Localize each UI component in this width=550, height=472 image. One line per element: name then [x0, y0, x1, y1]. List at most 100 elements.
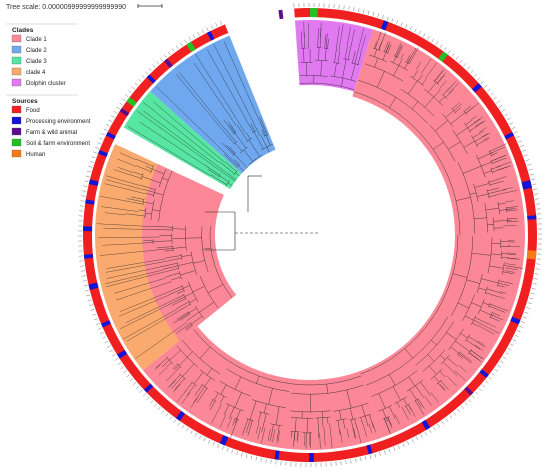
branch-radial [243, 149, 253, 162]
branch-radial [129, 174, 142, 179]
branch-radial [490, 146, 506, 154]
branch-radial [234, 159, 240, 165]
branch-radial [396, 402, 401, 408]
branch-radial [154, 192, 164, 196]
branch-radial [469, 352, 480, 361]
leaf-tick [516, 135, 520, 138]
branch-radial [176, 322, 191, 334]
branch-radial [105, 260, 172, 273]
legend-label-clade-2: Clade 2 [26, 48, 47, 54]
branch-arc [430, 368, 443, 380]
source-cell-processing-environment-11 [366, 444, 373, 455]
branch-radial [272, 429, 275, 443]
leaf-tick [169, 416, 173, 420]
source-annotation-ring [83, 7, 538, 463]
branch-arc [239, 146, 249, 154]
branch-arc [194, 305, 205, 319]
leaf-tick [122, 98, 126, 102]
branch-radial [255, 422, 260, 434]
leaf-tick [510, 343, 514, 346]
leaf-tick [379, 452, 381, 457]
branch-arc [248, 154, 263, 165]
leaf-tick [535, 268, 540, 270]
branch-radial [158, 367, 168, 376]
branch-radial [227, 416, 233, 428]
branch-radial [155, 357, 168, 369]
branch-radial [473, 319, 486, 327]
branch-radial [473, 116, 483, 124]
leaf-tick [157, 406, 161, 411]
leaf-tick [470, 70, 474, 74]
leaf-tick [498, 105, 503, 108]
clade-sector-clade-1-main [142, 29, 525, 450]
branch-radial [180, 270, 196, 276]
leaf-tick [522, 316, 527, 319]
leaf-tick [165, 413, 169, 417]
branch-arc [457, 351, 461, 356]
branch-arc [441, 93, 448, 100]
branch-radial [152, 209, 160, 212]
branch-radial [373, 49, 378, 57]
branch-radial [204, 377, 211, 387]
branch-radial [459, 352, 473, 362]
leaf-tick [199, 435, 202, 439]
leaf-tick [455, 56, 459, 60]
source-cell-processing-environment-7 [510, 316, 521, 325]
branch-radial [442, 361, 458, 376]
branch-radial [293, 431, 295, 447]
source-cell-processing-environment-5 [527, 215, 537, 220]
branch-radial [393, 65, 400, 76]
branch-radial [469, 120, 486, 132]
branch-radial [481, 133, 489, 138]
branch-radial [261, 413, 267, 433]
branch-radial [474, 317, 488, 324]
leaf-tick [103, 128, 108, 131]
branch-radial [334, 46, 338, 63]
branch-radial [143, 189, 155, 193]
branch-radial [336, 26, 340, 47]
leaf-tick [95, 322, 100, 325]
branch-radial [450, 112, 466, 125]
branch-arc [180, 253, 183, 260]
branch-radial [174, 365, 180, 370]
tree-branches [96, 21, 524, 449]
leaf-tick [531, 178, 536, 181]
leaf-tick [369, 454, 372, 459]
branch-radial [489, 143, 507, 152]
branch-radial [105, 179, 144, 190]
branch-radial [155, 364, 161, 370]
branch-radial [493, 154, 507, 161]
branch-radial [439, 80, 447, 89]
source-cell-processing-environment-21 [83, 226, 93, 232]
leaf-tick [186, 427, 189, 432]
branch-arc [358, 80, 428, 124]
leaf-tick [86, 294, 91, 297]
branch-radial [250, 123, 256, 132]
branch-radial [322, 417, 324, 427]
branch-radial [152, 168, 164, 175]
branch-radial [445, 88, 455, 98]
source-cell-processing-environment-2 [472, 83, 482, 93]
leaf-tick [518, 140, 523, 143]
branch-radial [481, 278, 499, 284]
legend-swatch-farm-wild-animal [11, 127, 22, 136]
branch-arc [493, 217, 495, 232]
leaf-tick [418, 31, 421, 35]
branch-radial [436, 72, 446, 84]
branch-arc [394, 396, 408, 404]
leaf-tick [481, 384, 486, 388]
source-cell-processing-environment-1 [380, 20, 389, 31]
leaf-tick [513, 131, 518, 134]
leaf-tick [524, 311, 529, 314]
branch-radial [337, 420, 341, 435]
branch-radial [485, 292, 498, 297]
branch-radial [118, 294, 171, 317]
branch-radial [409, 389, 417, 400]
leaf-tick [483, 84, 488, 88]
branch-radial [193, 62, 237, 126]
leaf-tick [215, 22, 218, 27]
branch-radial [389, 406, 396, 419]
branch-radial [427, 354, 435, 362]
branch-radial [193, 260, 205, 264]
leaf-tick [148, 67, 152, 72]
